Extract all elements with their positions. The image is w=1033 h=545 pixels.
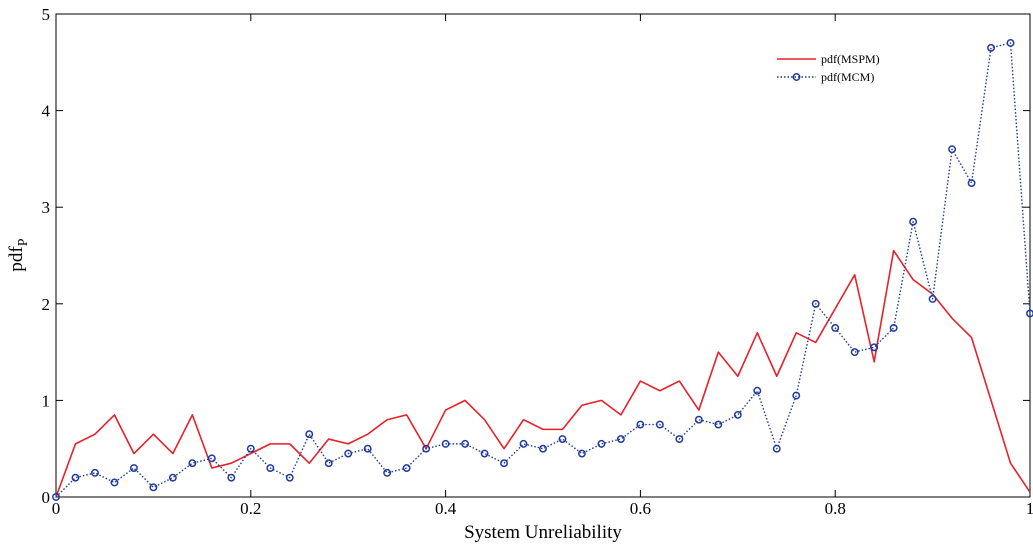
series-point [363,444,372,453]
series-point [149,483,158,492]
series-point [694,415,703,424]
legend: pdf(MSPM) pdf(MCM) [769,43,893,89]
x-tick-label: 1 [1026,499,1033,518]
series-point [266,464,275,472]
y-tick-label: 3 [42,198,51,217]
legend-label-mspm: pdf(MSPM) [821,52,880,66]
series-point [383,468,392,477]
series-point [811,299,820,308]
plot-area [55,13,1031,498]
legend-label-mcm: pdf(MCM) [821,70,874,84]
series-point [207,454,216,463]
series-point [461,439,470,448]
series-point [285,473,294,482]
series-point [870,343,879,352]
y-axis-title-subscript: P [16,238,31,246]
series-point [305,430,314,439]
series-point [519,439,528,448]
series-point [129,464,138,472]
legend-marker-mcm [792,73,801,81]
series-point [110,478,119,487]
series-point [91,468,99,477]
series-point [168,473,177,482]
series-point [558,435,567,443]
series-point [753,386,762,395]
series-point [578,449,586,458]
axis-ticks: 0 0.2 0.4 0.6 0.8 1 0 1 2 3 4 5 [42,5,1033,518]
series-point [71,473,80,482]
series-point [402,464,411,472]
y-tick-label: 5 [42,5,51,24]
series-point [850,348,859,357]
series-point [480,449,489,458]
series-point [539,444,547,453]
series-point [1006,39,1015,47]
y-axis-title: pdfP [6,238,31,271]
series-point [500,459,508,468]
series-point [889,324,898,332]
series-point [655,420,664,429]
legend-box [769,43,893,89]
series-point [987,43,995,52]
y-axis-title-main: pdf [6,246,27,272]
series-point [52,493,60,501]
series-point [636,420,645,429]
y-tick-label: 1 [42,391,51,410]
series-point [246,444,255,453]
y-tick-label: 2 [42,295,51,314]
series-point [227,473,236,482]
series-point [344,449,353,458]
series-point [831,324,840,332]
series-point [733,410,742,419]
series-point [441,439,450,448]
x-tick-label: 0.8 [825,499,846,518]
series-point [188,459,197,468]
series-layer [52,39,1033,501]
series-point [675,435,684,443]
series-point [928,295,937,303]
series-point [967,179,976,188]
series-point [909,217,918,226]
x-tick-label: 0.6 [630,499,651,518]
x-tick-label: 0 [52,499,61,518]
series-point [324,459,333,468]
y-tick-label: 4 [42,102,51,121]
x-axis-title: System Unreliability [464,522,622,543]
y-tick-label: 0 [42,488,51,507]
series-point [792,391,801,400]
series-point [1026,309,1033,318]
series-point [772,444,781,453]
series-line-1 [55,42,1031,498]
x-tick-label: 0.4 [435,499,457,518]
series-point [948,145,957,154]
series-point [597,439,606,448]
series-point [714,420,723,429]
x-tick-label: 0.2 [240,499,261,518]
series-point [422,444,431,453]
series-line-0 [55,249,1031,498]
series-point [616,435,625,443]
